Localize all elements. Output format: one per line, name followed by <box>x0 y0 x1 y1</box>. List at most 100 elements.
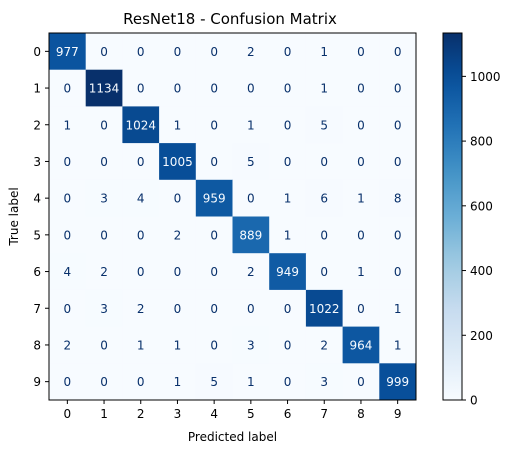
heatmap-cell <box>159 106 197 144</box>
heatmap-cell <box>342 106 380 144</box>
heatmap-cell <box>305 216 344 254</box>
cell-value-label: 0 <box>137 228 145 242</box>
cell-value-label: 1 <box>394 302 402 316</box>
cell-value-label: 5 <box>247 155 255 169</box>
cell-value-label: 0 <box>284 118 292 132</box>
heatmap-cell <box>269 216 307 254</box>
cell-value-label: 0 <box>247 82 255 96</box>
cell-value-label: 0 <box>357 375 365 389</box>
x-tick-label: 8 <box>357 407 365 421</box>
cell-value-label: 0 <box>394 45 402 59</box>
heatmap-cell <box>159 326 197 364</box>
heatmap-cell <box>305 363 344 401</box>
cell-value-label: 1 <box>284 228 292 242</box>
cell-value-label: 0 <box>174 302 182 316</box>
cell-value-label: 1134 <box>89 82 120 96</box>
heatmap-cell <box>379 326 417 364</box>
heatmap-cell <box>305 179 344 217</box>
heatmap-cell <box>342 216 380 254</box>
x-axis-ticks: 0 1 2 3 4 5 6 7 8 9 <box>64 400 401 421</box>
cell-value-label: 0 <box>137 82 145 96</box>
cell-value-label: 3 <box>100 192 108 206</box>
cell-value-label: 959 <box>203 192 226 206</box>
cell-value-label: 8 <box>394 192 402 206</box>
heatmap-cell <box>122 179 160 217</box>
cell-value-label: 3 <box>100 302 108 316</box>
x-tick-label: 5 <box>247 407 255 421</box>
cell-value-label: 0 <box>394 228 402 242</box>
colorbar-tick-label: 800 <box>470 135 493 149</box>
y-axis-label: True label <box>7 187 21 246</box>
heatmap-cell <box>195 179 233 217</box>
heatmap-cell <box>342 69 380 107</box>
heatmap-cell <box>122 33 160 71</box>
heatmap-cell <box>159 179 197 217</box>
heatmap-cell <box>195 106 233 144</box>
cell-value-label: 5 <box>320 118 328 132</box>
heatmap-cell <box>85 106 123 144</box>
cell-value-label: 2 <box>247 265 255 279</box>
plot-frame <box>48 32 417 401</box>
heatmap-cell <box>232 179 270 217</box>
heatmap-cell <box>159 253 197 291</box>
cell-value-label: 1 <box>247 118 255 132</box>
cell-value-label: 1022 <box>309 302 340 316</box>
heatmap-cell <box>49 179 87 217</box>
cell-value-label: 2 <box>174 228 182 242</box>
heatmap-cell <box>122 143 160 181</box>
colorbar-tick-label: 400 <box>470 264 493 278</box>
cell-value-label: 0 <box>284 338 292 352</box>
heatmap-cell <box>195 363 233 401</box>
heatmap-cell <box>49 363 87 401</box>
heatmap-cell <box>49 326 87 364</box>
heatmap-cell <box>269 363 307 401</box>
cell-value-label: 3 <box>247 338 255 352</box>
cell-value-label: 0 <box>100 375 108 389</box>
heatmap-cell <box>195 289 233 328</box>
x-axis-label: Predicted label <box>188 430 277 444</box>
heatmap-cell-labels: 977 0 0 0 0 2 0 1 0 00 1134 0 0 0 0 0 1 0 01 0 1024 1 0 1 0 5 0 00 0… <box>56 45 409 389</box>
y-tick-label: 1 <box>33 82 41 96</box>
heatmap-cell <box>269 143 307 181</box>
y-tick-label: 2 <box>33 118 41 132</box>
cell-value-label: 949 <box>276 265 299 279</box>
cell-value-label: 5 <box>210 375 218 389</box>
cell-value-label: 2 <box>64 338 72 352</box>
heatmap-cell <box>49 143 87 181</box>
cell-value-label: 0 <box>210 155 218 169</box>
heatmap-cell <box>305 33 344 71</box>
y-tick-label: 3 <box>33 155 41 169</box>
heatmap-cell <box>122 216 160 254</box>
colorbar-ticks: 0 200 400 600 800 1000 <box>462 70 501 408</box>
x-tick-label: 3 <box>174 407 182 421</box>
cell-value-label: 0 <box>210 265 218 279</box>
y-tick-label: 7 <box>33 302 41 316</box>
heatmap-cell <box>232 33 270 71</box>
cell-value-label: 0 <box>64 302 72 316</box>
heatmap-cell <box>85 363 123 401</box>
cell-value-label: 0 <box>284 302 292 316</box>
cell-value-label: 1 <box>64 118 72 132</box>
heatmap-cell <box>49 253 87 291</box>
heatmap-cell <box>232 289 270 328</box>
heatmap-cell <box>379 253 417 291</box>
cell-value-label: 0 <box>394 118 402 132</box>
heatmap-cell <box>85 326 123 364</box>
y-axis-ticks: 0 1 2 3 4 5 6 7 8 9 <box>33 45 49 389</box>
cell-value-label: 0 <box>210 45 218 59</box>
cell-value-label: 0 <box>100 228 108 242</box>
cell-value-label: 0 <box>394 82 402 96</box>
heatmap-cell <box>195 216 233 254</box>
heatmap-cell <box>159 289 197 328</box>
heatmap-cell <box>342 326 380 364</box>
cell-value-label: 1 <box>394 338 402 352</box>
y-tick-label: 4 <box>33 192 41 206</box>
cell-value-label: 0 <box>357 155 365 169</box>
y-tick-label: 9 <box>33 375 41 389</box>
cell-value-label: 0 <box>284 375 292 389</box>
cell-value-label: 0 <box>210 82 218 96</box>
cell-value-label: 0 <box>247 302 255 316</box>
heatmap-cell <box>379 289 417 328</box>
heatmap-cell <box>379 363 417 401</box>
heatmap-cell <box>342 363 380 401</box>
